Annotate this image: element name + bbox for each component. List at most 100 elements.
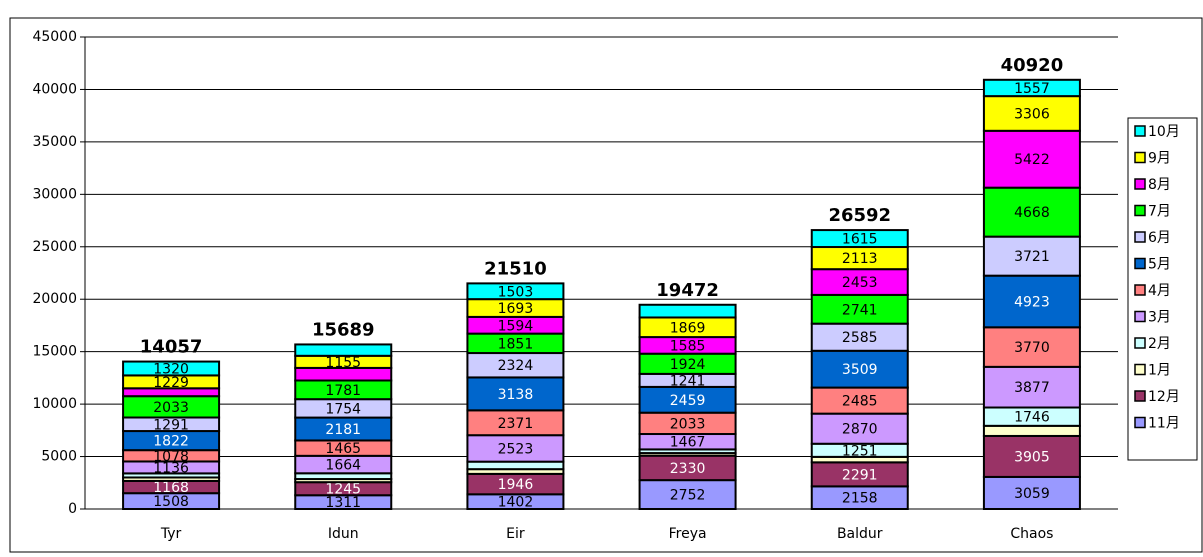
y-tick-label: 35000 bbox=[32, 134, 77, 150]
bar-segment bbox=[982, 235, 1081, 277]
legend-label: 11月 bbox=[1148, 416, 1180, 432]
legend-label: 6月 bbox=[1148, 230, 1171, 246]
legend-label: 1月 bbox=[1148, 363, 1171, 379]
data-label: 3905 bbox=[1014, 449, 1050, 465]
legend-label: 2月 bbox=[1148, 336, 1171, 352]
bar-segment bbox=[810, 268, 909, 296]
data-label: 2291 bbox=[842, 467, 878, 483]
data-label: 1508 bbox=[153, 494, 189, 510]
legend-label: 3月 bbox=[1148, 310, 1171, 326]
y-tick-label: 5000 bbox=[41, 449, 77, 465]
bar-segment bbox=[810, 322, 909, 352]
total-label: 14057 bbox=[140, 337, 203, 358]
data-label: 1229 bbox=[153, 375, 189, 391]
bar-segment bbox=[982, 186, 1081, 238]
bar-segment bbox=[982, 475, 1081, 510]
data-label: 1851 bbox=[498, 336, 534, 352]
legend-swatch bbox=[1134, 284, 1146, 296]
data-label: 1946 bbox=[498, 477, 534, 493]
data-label: 2459 bbox=[670, 393, 706, 409]
data-label: 1168 bbox=[153, 480, 189, 496]
bar-segment bbox=[638, 479, 737, 511]
data-label: 1585 bbox=[670, 338, 706, 354]
legend-label: 10月 bbox=[1148, 124, 1180, 140]
x-tick-label: Eir bbox=[506, 526, 525, 542]
legend-label: 4月 bbox=[1148, 283, 1171, 299]
legend-swatch bbox=[1134, 204, 1146, 217]
data-label: 1251 bbox=[842, 443, 878, 459]
data-label: 1557 bbox=[1014, 81, 1050, 97]
data-label: 2324 bbox=[498, 358, 534, 374]
bar-segment bbox=[466, 352, 565, 379]
data-label: 1746 bbox=[1014, 410, 1050, 426]
y-tick-label: 20000 bbox=[32, 291, 77, 307]
data-label: 2485 bbox=[842, 394, 878, 410]
data-label: 4923 bbox=[1014, 294, 1050, 310]
legend-label: 9月 bbox=[1148, 151, 1171, 167]
bar-segment bbox=[466, 376, 565, 412]
y-tick-label: 15000 bbox=[32, 344, 77, 360]
data-label: 2453 bbox=[842, 275, 878, 291]
total-label: 26592 bbox=[828, 205, 891, 226]
data-label: 1754 bbox=[325, 401, 361, 417]
data-label: 1615 bbox=[842, 232, 878, 248]
data-label: 2113 bbox=[842, 251, 878, 267]
data-label: 1078 bbox=[153, 449, 189, 465]
bar-segment bbox=[294, 343, 393, 357]
legend-swatch bbox=[1134, 257, 1146, 270]
total-label: 21510 bbox=[484, 258, 547, 279]
legend-label: 5月 bbox=[1148, 257, 1171, 273]
legend-swatch bbox=[1134, 363, 1146, 376]
data-label: 3059 bbox=[1014, 486, 1050, 502]
y-tick-label: 45000 bbox=[32, 29, 77, 45]
bar-segment bbox=[638, 385, 737, 414]
data-label: 1693 bbox=[498, 301, 534, 317]
data-label: 1291 bbox=[153, 417, 189, 433]
data-label: 3306 bbox=[1014, 106, 1050, 122]
legend-swatch bbox=[1134, 390, 1146, 402]
bar-segment bbox=[982, 424, 1081, 437]
legend-swatch bbox=[1134, 416, 1146, 429]
data-label: 2523 bbox=[498, 441, 534, 457]
data-label: 1320 bbox=[153, 361, 189, 377]
data-label: 3138 bbox=[498, 387, 534, 403]
x-tick-label: Baldur bbox=[837, 526, 883, 542]
bar-segment bbox=[982, 326, 1081, 368]
bar-segment bbox=[122, 360, 221, 377]
data-label: 1311 bbox=[325, 495, 361, 511]
data-label: 1245 bbox=[325, 482, 361, 498]
legend-label: 12月 bbox=[1148, 389, 1180, 405]
data-label: 1503 bbox=[498, 284, 534, 300]
x-tick-label: Chaos bbox=[1010, 526, 1053, 542]
legend-swatch bbox=[1134, 151, 1146, 164]
y-tick-label: 10000 bbox=[32, 396, 77, 412]
data-label: 2033 bbox=[670, 416, 706, 432]
legend-swatch bbox=[1134, 125, 1146, 137]
data-label: 3721 bbox=[1014, 249, 1050, 265]
total-label: 15689 bbox=[312, 319, 375, 340]
data-label: 2158 bbox=[842, 491, 878, 507]
y-tick-label: 30000 bbox=[32, 186, 77, 202]
legend-swatch bbox=[1134, 337, 1146, 349]
x-tick-label: Freya bbox=[669, 526, 707, 542]
data-label: 2371 bbox=[498, 416, 534, 432]
bar-segment bbox=[466, 409, 565, 437]
bar-segment bbox=[466, 282, 565, 301]
legend-swatch bbox=[1134, 310, 1146, 323]
data-label: 1664 bbox=[325, 458, 361, 474]
data-label: 2752 bbox=[670, 488, 706, 504]
data-label: 1136 bbox=[153, 460, 189, 476]
bar-segment bbox=[810, 412, 909, 445]
bar-segment bbox=[982, 129, 1081, 189]
legend-label: 7月 bbox=[1148, 204, 1171, 220]
legend-swatch bbox=[1134, 231, 1146, 243]
data-label: 4668 bbox=[1014, 205, 1050, 221]
data-label: 3770 bbox=[1014, 340, 1050, 356]
data-label: 1467 bbox=[670, 435, 706, 451]
data-label: 1822 bbox=[153, 434, 189, 450]
data-label: 5422 bbox=[1014, 152, 1050, 168]
bar-segment bbox=[638, 454, 737, 482]
data-label: 1155 bbox=[325, 355, 361, 371]
data-label: 2741 bbox=[842, 302, 878, 318]
data-label: 1594 bbox=[498, 318, 534, 334]
